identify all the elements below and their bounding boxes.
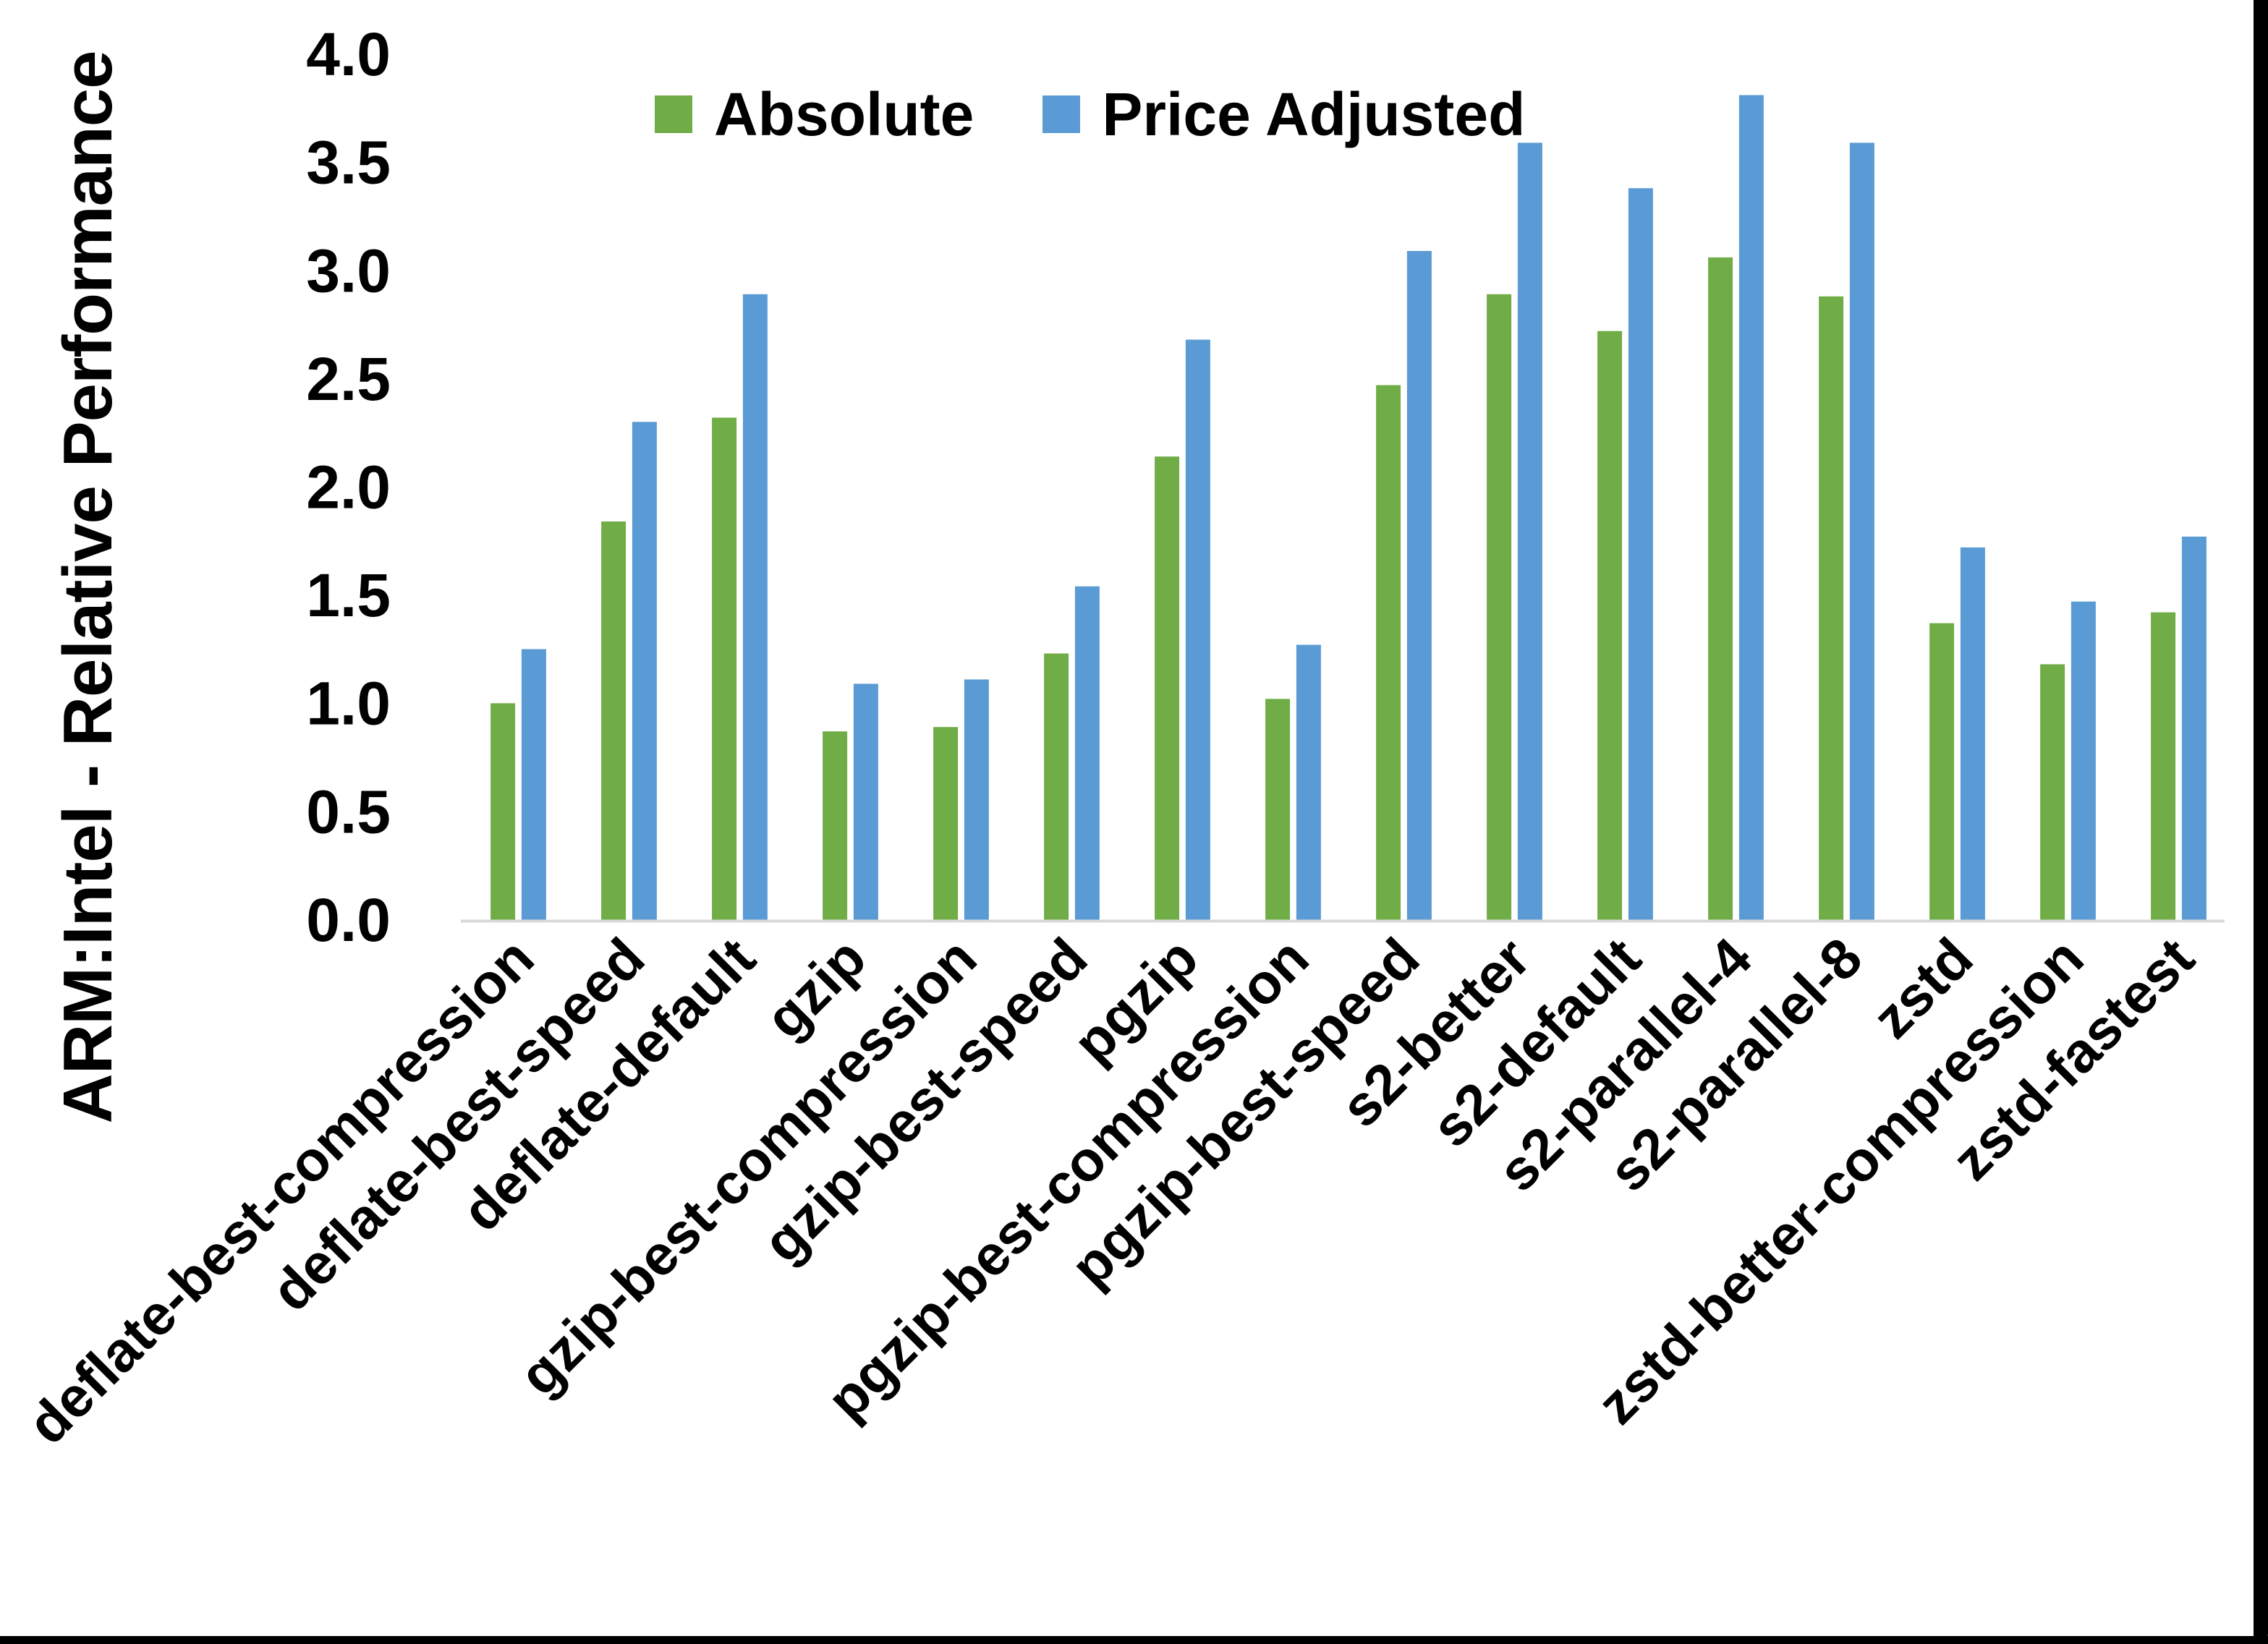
- bar-price-adjusted-gzip-best-speed: [1074, 586, 1100, 920]
- bar-price-adjusted-pgzip-best-speed: [1406, 251, 1432, 920]
- bar-absolute-deflate-default: [712, 417, 737, 920]
- bar-absolute-deflate-best-compression: [490, 703, 516, 920]
- y-tick-label-0.0: 0.0: [306, 886, 391, 954]
- legend-label-absolute: Absolute: [714, 80, 974, 148]
- bar-absolute-s2-parallel-8: [1819, 296, 1844, 920]
- y-tick-label-2.0: 2.0: [306, 453, 391, 521]
- bar-price-adjusted-s2-parallel-8: [1849, 142, 1874, 920]
- bar-price-adjusted-pgzip: [1185, 339, 1210, 920]
- y-tick-label-1.0: 1.0: [306, 670, 391, 738]
- frame-border-right: [2254, 0, 2268, 1644]
- bar-price-adjusted-pgzip-best-compression: [1296, 644, 1321, 920]
- bar-absolute-pgzip-best-compression: [1265, 699, 1291, 920]
- y-tick-label-3.0: 3.0: [306, 237, 391, 304]
- bar-absolute-zstd: [1929, 623, 1955, 920]
- bar-price-adjusted-deflate-best-compression: [521, 649, 546, 920]
- bar-absolute-zstd-fastest: [2151, 612, 2176, 920]
- bar-absolute-s2-parallel-4: [1708, 257, 1733, 920]
- bar-absolute-pgzip: [1155, 456, 1180, 920]
- bar-price-adjusted-gzip: [853, 683, 878, 920]
- bar-absolute-s2-better: [1487, 294, 1512, 920]
- bar-absolute-zstd-better-compression: [2040, 664, 2065, 920]
- bar-price-adjusted-gzip-best-compression: [964, 679, 989, 920]
- bar-absolute-deflate-best-speed: [601, 521, 627, 920]
- bar-absolute-s2-default: [1597, 331, 1623, 920]
- legend-label-price-adjusted: Price Adjusted: [1102, 80, 1526, 148]
- y-tick-label-1.5: 1.5: [306, 561, 391, 629]
- y-tick-label-3.5: 3.5: [306, 129, 391, 197]
- frame-border-bottom: [0, 1636, 2268, 1644]
- bar-price-adjusted-s2-default: [1628, 188, 1653, 920]
- legend-swatch-price-adjusted: [1042, 95, 1081, 133]
- y-tick-label-4.0: 4.0: [306, 20, 391, 88]
- bar-price-adjusted-s2-parallel-4: [1738, 95, 1764, 920]
- bar-price-adjusted-deflate-best-speed: [632, 422, 657, 920]
- bar-absolute-pgzip-best-speed: [1376, 385, 1401, 920]
- y-tick-label-2.5: 2.5: [306, 345, 391, 413]
- bar-price-adjusted-s2-better: [1517, 142, 1542, 920]
- legend-item-absolute: Absolute: [655, 81, 974, 148]
- bar-price-adjusted-zstd: [1960, 547, 1985, 920]
- bar-absolute-gzip-best-speed: [1044, 653, 1069, 920]
- bar-absolute-gzip: [823, 731, 848, 920]
- legend: Absolute Price Adjusted: [655, 81, 1525, 148]
- legend-item-price-adjusted: Price Adjusted: [1042, 81, 1525, 148]
- bar-absolute-gzip-best-compression: [933, 727, 959, 920]
- bar-price-adjusted-zstd-better-compression: [2070, 601, 2096, 920]
- bar-price-adjusted-deflate-default: [742, 294, 768, 920]
- y-tick-label-0.5: 0.5: [306, 778, 391, 846]
- legend-swatch-absolute: [655, 95, 692, 133]
- bar-price-adjusted-zstd-fastest: [2181, 536, 2207, 920]
